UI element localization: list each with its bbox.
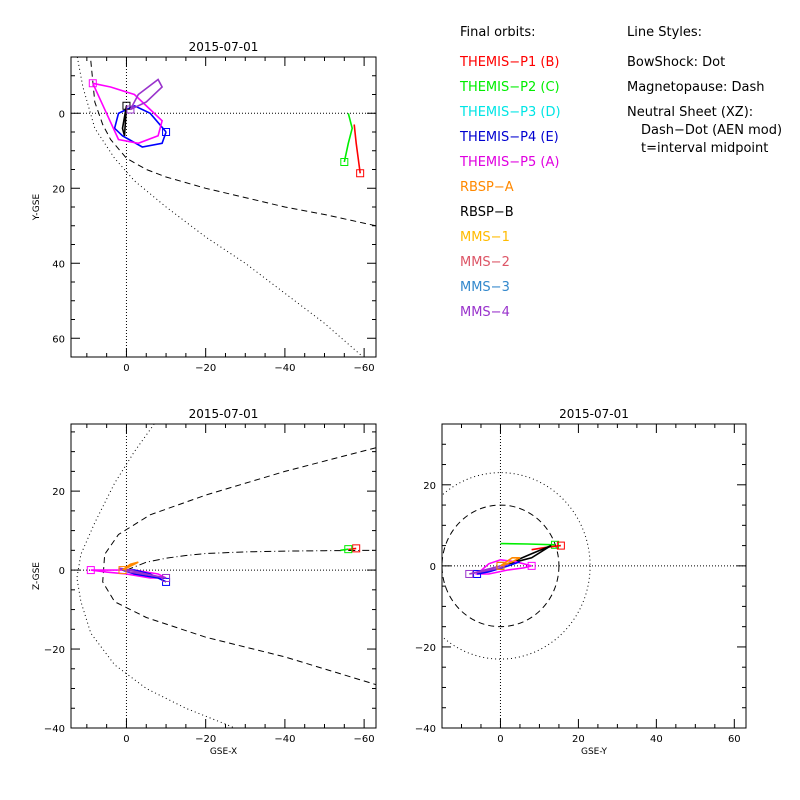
legend-orbit-themis-p3: THEMIS−P3 (D) — [460, 105, 561, 120]
series-rbsp-b — [121, 105, 128, 137]
marker-themis-p4 — [162, 128, 171, 136]
panel-2: 2015-07-01 0 −20 −40 −60 −40 −20 0 20 GSE-X Z-GSE — [32, 407, 377, 757]
x-tick-label: −20 — [195, 734, 216, 745]
series-bowshock-dot — [76, 424, 236, 728]
legend-orbit-themis-p1: THEMIS−P1 (B) — [460, 55, 560, 70]
x-tick-label: −20 — [195, 363, 216, 374]
y-axis-label: Y-GSE — [32, 194, 42, 222]
y-tick-label: 20 — [52, 487, 65, 498]
x-tick-label: 0 — [123, 734, 129, 745]
style-midpoint-note: t=interval midpoint — [641, 141, 769, 156]
legend-orbit-themis-p2: THEMIS−P2 (C) — [460, 80, 560, 95]
plot-frame — [441, 423, 747, 729]
y-axis-label: Z-GSE — [32, 562, 42, 590]
marker-themis-p2 — [344, 545, 353, 554]
marker-themis-p5 — [88, 79, 97, 88]
marker-themis-p1 — [556, 541, 565, 550]
style-bowshock: BowShock: Dot — [627, 55, 726, 70]
legend-orbit-mms-3: MMS−3 — [460, 280, 510, 295]
style-dash-dot: Dash−Dot (AEN mod) — [641, 123, 783, 138]
series-bowshock-dot — [442, 472, 591, 660]
legend-orbit-themis-p4: THEMIS−P4 (E) — [460, 130, 559, 145]
panel-1: 2015-07-01 0 −20 −40 −60 0 20 40 60 Y-GSE — [32, 40, 377, 374]
y-tick-label: 60 — [52, 334, 65, 345]
x-tick-label: 40 — [650, 734, 663, 745]
style-neutral-sheet: Neutral Sheet (XZ): — [627, 105, 754, 120]
y-tick-label: −40 — [44, 724, 65, 735]
series-themis-p4 — [113, 104, 167, 148]
marker-themis-p1 — [356, 169, 365, 178]
x-tick-label: 0 — [123, 363, 129, 374]
marker-rbsp-a — [496, 561, 505, 570]
series-magnetopause-dash — [102, 447, 376, 686]
y-tick-label: 0 — [59, 566, 65, 577]
y-tick-label: 0 — [59, 109, 65, 120]
y-tick-label: 40 — [52, 259, 65, 270]
series-rbsp-a — [122, 561, 139, 571]
marker-mms-4 — [126, 105, 135, 114]
panel-title: 2015-07-01 — [189, 40, 259, 54]
style-magnetopause: Magnetopause: Dash — [627, 80, 765, 95]
marker-themis-p1 — [352, 544, 361, 553]
series-magnetopause-dash — [442, 504, 560, 628]
y-tick-label: 20 — [423, 481, 436, 492]
plot-frame — [70, 423, 377, 729]
legend-orbit-mms-1: MMS−1 — [460, 230, 510, 245]
y-tick-label: 0 — [430, 562, 436, 573]
legend-orbit-themis-p5: THEMIS−P5 (A) — [460, 155, 560, 170]
panel-title: 2015-07-01 — [189, 407, 259, 421]
y-tick-label: 20 — [52, 184, 65, 195]
marker-themis-p5 — [527, 561, 536, 570]
legend-orbit-mms-2: MMS−2 — [460, 255, 510, 270]
styles-title: Line Styles: — [627, 25, 703, 40]
panel-title: 2015-07-01 — [559, 407, 629, 421]
series-bowshock-dot — [76, 57, 364, 357]
marker-rbsp-a — [118, 566, 127, 575]
marker-themis-p2 — [551, 540, 560, 549]
series-rbsp-a — [500, 556, 521, 567]
orbits-title: Final orbits: — [460, 25, 536, 40]
series-mms-4 — [129, 78, 164, 111]
series-magnetopause-dash — [90, 60, 376, 227]
series-themis-p2 — [343, 113, 354, 163]
marker-mms-4 — [465, 569, 474, 578]
x-tick-label: 0 — [497, 734, 503, 745]
y-tick-label: −40 — [415, 724, 436, 735]
x-tick-label: −40 — [274, 734, 295, 745]
x-axis-label: GSE-X — [210, 747, 237, 757]
legend-orbit-rbsp-a: RBSP−A — [460, 180, 514, 195]
marker-themis-p2 — [340, 158, 349, 166]
series-themis-p2 — [500, 542, 556, 546]
legend-orbit-mms-4: MMS−4 — [460, 305, 510, 320]
x-tick-label: 20 — [572, 734, 585, 745]
series-themis-p1 — [353, 124, 361, 174]
plot-frame — [70, 56, 377, 358]
series-neutral-sheet-xz — [126, 549, 376, 571]
series-themis-p5 — [92, 82, 163, 145]
x-tick-label: 60 — [728, 734, 741, 745]
marker-themis-p5 — [86, 566, 95, 575]
x-tick-label: −60 — [354, 734, 375, 745]
panel-3: 2015-07-01 0 20 40 60 −40 −20 0 20 GSE-Y — [415, 407, 747, 757]
y-tick-label: −20 — [415, 643, 436, 654]
marker-mms-4 — [162, 573, 171, 582]
legend-orbit-rbsp-b: RBSP−B — [460, 205, 514, 220]
y-tick-label: −20 — [44, 645, 65, 656]
x-axis-label: GSE-Y — [581, 747, 608, 757]
x-tick-label: −40 — [274, 363, 295, 374]
x-tick-label: −60 — [354, 363, 375, 374]
